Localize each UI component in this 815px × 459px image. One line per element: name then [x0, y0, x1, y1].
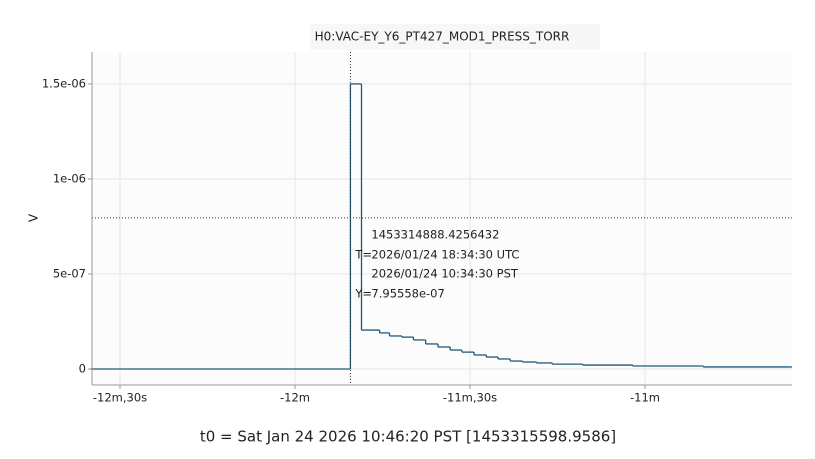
x-tick-label: -12m [280, 391, 310, 405]
cursor-gps: 1453314888.4256432 [371, 227, 499, 241]
cursor-y-prefix: Y= [354, 286, 372, 300]
y-tick-label: 5e-07 [53, 267, 86, 281]
y-tick-label: 1.5e-06 [42, 76, 86, 90]
x-tick-label: -11m [630, 391, 660, 405]
x-tick-label: -12m,30s [93, 391, 147, 405]
chart-title: H0:VAC-EY_Y6_PT427_MOD1_PRESS_TORR [315, 30, 570, 44]
plot: 0 5e-07 1e-06 1.5e-06 -12m,30s -12m -11m,30s -1… [42, 52, 792, 405]
plot-area [92, 52, 792, 385]
title-box [310, 24, 600, 50]
cursor-t-prefix: T= [354, 247, 372, 261]
cursor-utc: 2026/01/24 18:34:30 UTC [371, 247, 519, 261]
y-tick-label: 0 [79, 362, 86, 376]
cursor-local: 2026/01/24 10:34:30 PST [371, 266, 518, 280]
y-tick-label: 1e-06 [53, 171, 86, 185]
y-axis-label: V [27, 213, 41, 222]
cursor-y-value: 7.95558e-07 [371, 286, 444, 300]
x-tick-label: -11m,30s [443, 391, 497, 405]
footer: t0 = Sat Jan 24 2026 10:46:20 PST [14533… [200, 428, 616, 446]
